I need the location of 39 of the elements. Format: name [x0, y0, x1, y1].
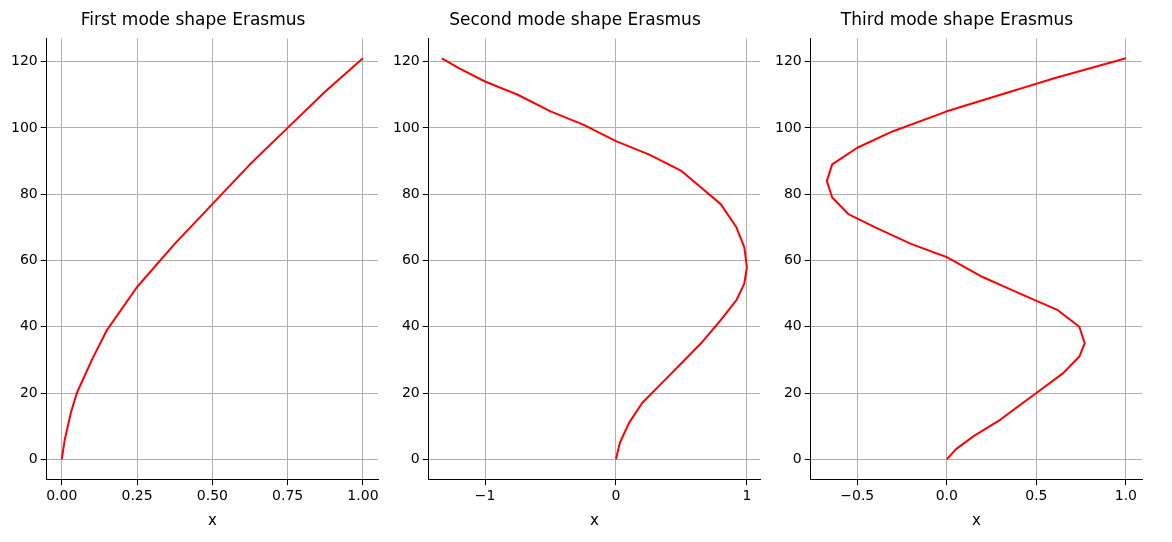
x-tick-label: 1.00 — [347, 487, 379, 504]
y-tick-label: 0 — [792, 449, 802, 466]
y-tick-label: 40 — [401, 317, 420, 334]
y-tick-label: 120 — [392, 52, 420, 69]
x-tick-label: 1 — [742, 487, 752, 504]
y-tick-label: 80 — [19, 184, 38, 201]
x-tick-label: 0.5 — [1025, 487, 1048, 504]
y-tick-label: 20 — [783, 383, 802, 400]
x-tick-label: 0.25 — [121, 487, 153, 504]
y-tick-label: 80 — [783, 184, 802, 201]
y-tick-label: 20 — [19, 383, 38, 400]
x-tick-label: −0.5 — [840, 487, 875, 504]
y-tick-label: 100 — [392, 118, 420, 135]
y-tick-label: 100 — [774, 118, 802, 135]
y-tick-label: 0 — [28, 449, 38, 466]
x-tick-label: 0.50 — [196, 487, 228, 504]
y-tick-label: 80 — [401, 184, 420, 201]
y-tick-label: 120 — [774, 52, 802, 69]
x-tick-label: 0.75 — [272, 487, 304, 504]
x-axis-title: x — [971, 510, 981, 529]
y-tick-label: 40 — [783, 317, 802, 334]
y-tick-label: 60 — [19, 251, 38, 268]
x-tick-label: −1 — [474, 487, 496, 504]
x-tick-label: 0.0 — [935, 487, 958, 504]
x-tick-label: 0.00 — [46, 487, 78, 504]
y-tick-label: 60 — [783, 251, 802, 268]
y-tick-label: 100 — [10, 118, 38, 135]
y-tick-label: 40 — [19, 317, 38, 334]
chart-title: First mode shape Erasmus — [80, 8, 306, 29]
x-axis-title: x — [589, 510, 599, 529]
y-tick-label: 120 — [10, 52, 38, 69]
x-tick-label: 1.0 — [1114, 487, 1138, 504]
y-tick-label: 0 — [410, 449, 420, 466]
y-tick-label: 60 — [401, 251, 420, 268]
chart-title: Third mode shape Erasmus — [839, 8, 1074, 29]
x-axis-title: x — [207, 510, 217, 529]
chart-title: Second mode shape Erasmus — [449, 8, 701, 29]
y-tick-label: 20 — [401, 383, 420, 400]
x-tick-label: 0 — [611, 487, 621, 504]
